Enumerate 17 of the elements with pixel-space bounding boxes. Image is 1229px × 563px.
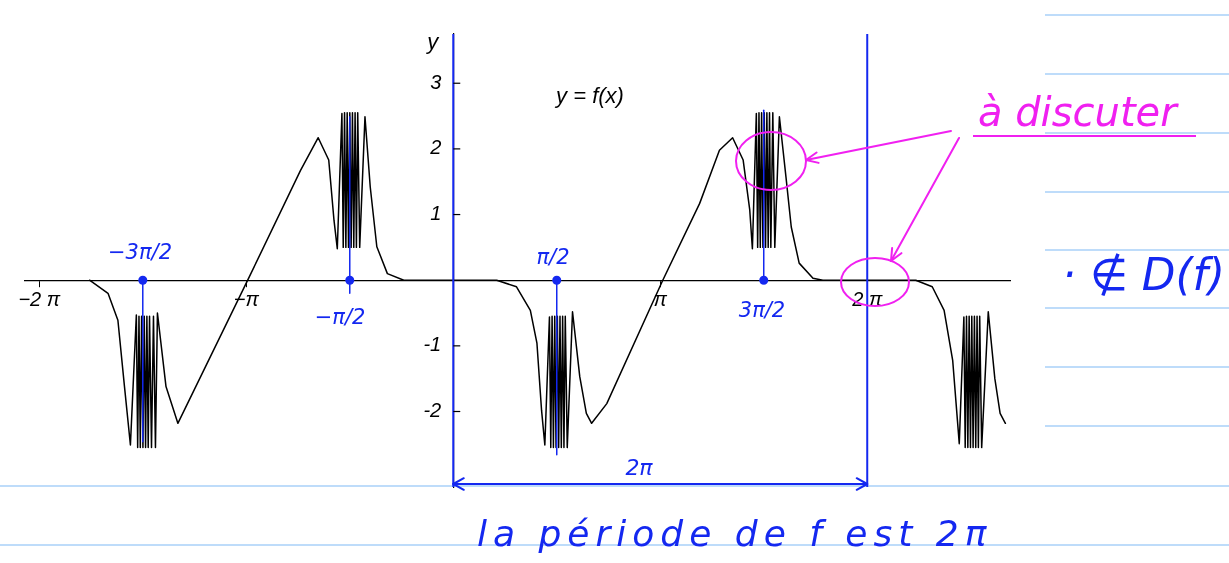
- y-tick-label: 2: [429, 136, 442, 159]
- x-tick-label: −2 π: [18, 287, 61, 310]
- y-tick-label: 3: [430, 70, 442, 93]
- text: · ∉ D(f): [1062, 248, 1225, 301]
- annotation: 2π: [625, 454, 654, 480]
- y-tick-label: -2: [423, 399, 442, 422]
- annotation: 3π/2: [738, 298, 786, 323]
- x-tick-label: π: [653, 287, 668, 310]
- y-tick-label: -1: [423, 333, 442, 356]
- annotation: π/2: [536, 245, 570, 270]
- annotation: −3π/2: [107, 240, 173, 265]
- annotation: −π/2: [314, 305, 366, 330]
- y-axis-title: y: [425, 29, 441, 55]
- annotation: y = f(x): [554, 83, 624, 109]
- annotation: à discuter: [978, 89, 1180, 135]
- text: la période de f est 2π: [477, 513, 993, 554]
- y-tick-label: 1: [430, 202, 442, 225]
